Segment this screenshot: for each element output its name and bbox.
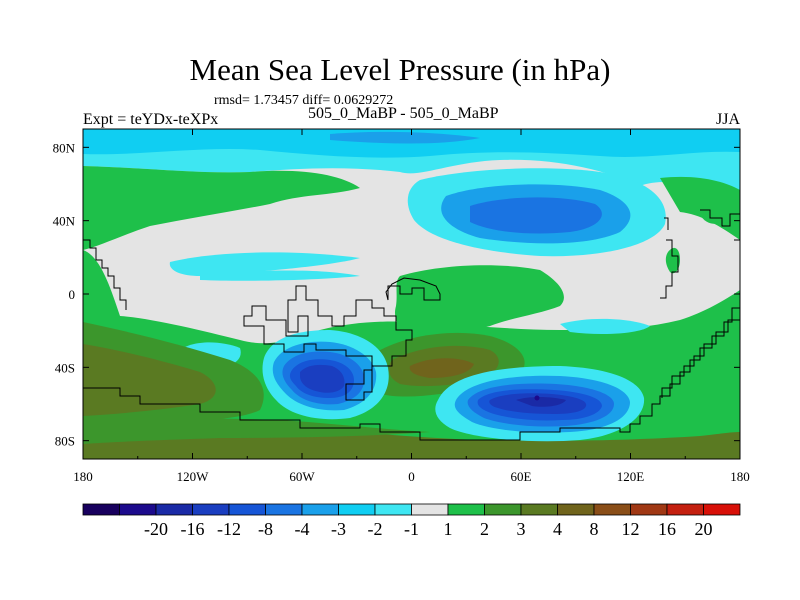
y-tick-label: 40N: [53, 214, 76, 229]
x-tick-label: 60E: [511, 469, 532, 484]
colorbar-label: -3: [331, 519, 346, 539]
y-tick-label: 40S: [55, 360, 75, 375]
experiment-label: Expt = teYDx-teXPx: [83, 111, 219, 128]
colorbar-swatch: [265, 503, 303, 516]
x-axis-labels: 180 120W 60W 0 60E 120E 180: [73, 469, 750, 484]
colorbar-label: 12: [622, 519, 640, 539]
region-pacific-cyan-2: [200, 270, 360, 281]
colorbar-swatch: [192, 503, 230, 516]
region-sa-low-5: [300, 364, 345, 393]
x-axis-ticks: [82, 129, 741, 459]
region-south-level4: [83, 344, 216, 416]
colorbar-swatch: [666, 503, 704, 516]
colorbar-swatch: [155, 503, 193, 516]
chart-title: Mean Sea Level Pressure (in hPa): [189, 52, 611, 87]
region-north-green-east: [660, 176, 740, 240]
colorbar-swatch: [411, 503, 449, 516]
coastlines: [83, 209, 740, 441]
y-tick-label: 80S: [55, 434, 75, 449]
colorbar-swatch: [82, 503, 120, 516]
region-arctic-deep: [330, 131, 480, 144]
colorbar-swatch: [228, 503, 266, 516]
coastline-east-landmass: [660, 209, 740, 299]
center-label: 505_0_MaBP - 505_0_MaBP: [308, 105, 499, 122]
region-atlantic-high-8: [409, 358, 474, 378]
x-tick-label: 0: [408, 469, 415, 484]
x-tick-label: 60W: [289, 469, 315, 484]
region-north-green: [83, 166, 360, 250]
colorbar-label: -1: [404, 519, 419, 539]
region-south-level3-b: [83, 417, 430, 444]
coastline-antarctica-edge: [83, 307, 740, 441]
region-europe-deep: [470, 197, 602, 234]
colorbar-swatch: [447, 503, 485, 516]
colorbar-swatch: [484, 503, 522, 516]
colorbar-swatch: [557, 503, 595, 516]
colorbar-swatch: [119, 503, 157, 516]
colorbar-label: 3: [517, 519, 526, 539]
region-pacific-cyan: [169, 252, 360, 276]
colorbar-label: 16: [658, 519, 676, 539]
x-tick-label: 120W: [177, 469, 210, 484]
y-tick-label: 0: [69, 287, 76, 302]
colorbar-labels: -20 -16 -12 -8 -4 -3 -2 -1 1 2 3 4 8 12 16 20: [144, 519, 713, 539]
x-tick-label: 180: [73, 469, 93, 484]
region-equatorial-green: [395, 265, 564, 339]
y-tick-label: 80N: [53, 140, 76, 155]
colorbar-swatch: [520, 503, 558, 516]
colorbar-label: 8: [590, 519, 599, 539]
y-axis-ticks: [83, 146, 740, 442]
colorbar-label: -20: [144, 519, 168, 539]
region-east-green-patch: [665, 247, 680, 274]
region-io-low-center: [534, 395, 540, 401]
colorbar-label: -12: [217, 519, 241, 539]
region-io-low-6: [516, 397, 566, 407]
colorbar-swatch: [301, 503, 339, 516]
colorbar-label: 4: [553, 519, 562, 539]
coastline-africa: [385, 277, 441, 301]
colorbar-label: -8: [258, 519, 273, 539]
season-label: JJA: [716, 111, 741, 128]
y-axis-labels: 80N 40N 0 40S 80S: [53, 140, 76, 448]
colorbar-label: -16: [181, 519, 205, 539]
coastline-east-south: [661, 319, 740, 398]
colorbar-label: -2: [368, 519, 383, 539]
stats-label: rmsd= 1.73457 diff= 0.0629272: [214, 93, 394, 108]
colorbar-label: 2: [480, 519, 489, 539]
colorbar: [82, 503, 741, 516]
region-indian-cyan: [560, 318, 650, 334]
coastline-south-america: [243, 285, 413, 401]
colorbar-swatch: [703, 503, 741, 516]
x-tick-label: 120E: [617, 469, 645, 484]
colorbar-swatch: [374, 503, 412, 516]
colorbar-swatch: [630, 503, 668, 516]
colorbar-label: 1: [444, 519, 453, 539]
colorbar-label: 20: [695, 519, 713, 539]
x-tick-label: 180: [730, 469, 750, 484]
colorbar-label: -4: [295, 519, 310, 539]
colorbar-swatch: [593, 503, 631, 516]
coastline-west-pacific: [83, 239, 127, 310]
colorbar-swatch: [338, 503, 376, 516]
